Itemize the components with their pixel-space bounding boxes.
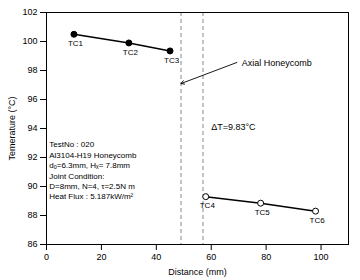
svg-text:94: 94 xyxy=(27,123,37,133)
svg-text:92: 92 xyxy=(27,152,37,162)
svg-text:Temerature (°C): Temerature (°C) xyxy=(7,96,17,160)
svg-text:TC6: TC6 xyxy=(310,216,326,225)
svg-text:98: 98 xyxy=(27,65,37,75)
svg-text:88: 88 xyxy=(27,210,37,220)
svg-text:86: 86 xyxy=(27,239,37,249)
svg-text:0: 0 xyxy=(44,252,49,262)
svg-text:TC3: TC3 xyxy=(164,56,180,65)
svg-text:20: 20 xyxy=(96,252,106,262)
svg-text:TC2: TC2 xyxy=(123,48,139,57)
svg-text:TC5: TC5 xyxy=(255,208,271,217)
svg-text:Axial Honeycomb: Axial Honeycomb xyxy=(242,58,312,68)
svg-text:TestNo : 020Al3104-H19 Honeyco: TestNo : 020Al3104-H19 Honeycombdₒ=6.3mm… xyxy=(49,140,137,201)
svg-text:80: 80 xyxy=(261,252,271,262)
svg-text:ΔT=9.83°C: ΔT=9.83°C xyxy=(211,122,256,132)
svg-text:TC1: TC1 xyxy=(68,39,84,48)
svg-text:TC4: TC4 xyxy=(200,201,216,210)
svg-text:60: 60 xyxy=(206,252,216,262)
svg-text:Distance (mm): Distance (mm) xyxy=(168,267,227,277)
svg-text:40: 40 xyxy=(151,252,161,262)
svg-text:100: 100 xyxy=(314,252,329,262)
svg-text:90: 90 xyxy=(27,181,37,191)
svg-text:100: 100 xyxy=(22,36,37,46)
svg-text:96: 96 xyxy=(27,94,37,104)
svg-text:102: 102 xyxy=(22,7,37,17)
